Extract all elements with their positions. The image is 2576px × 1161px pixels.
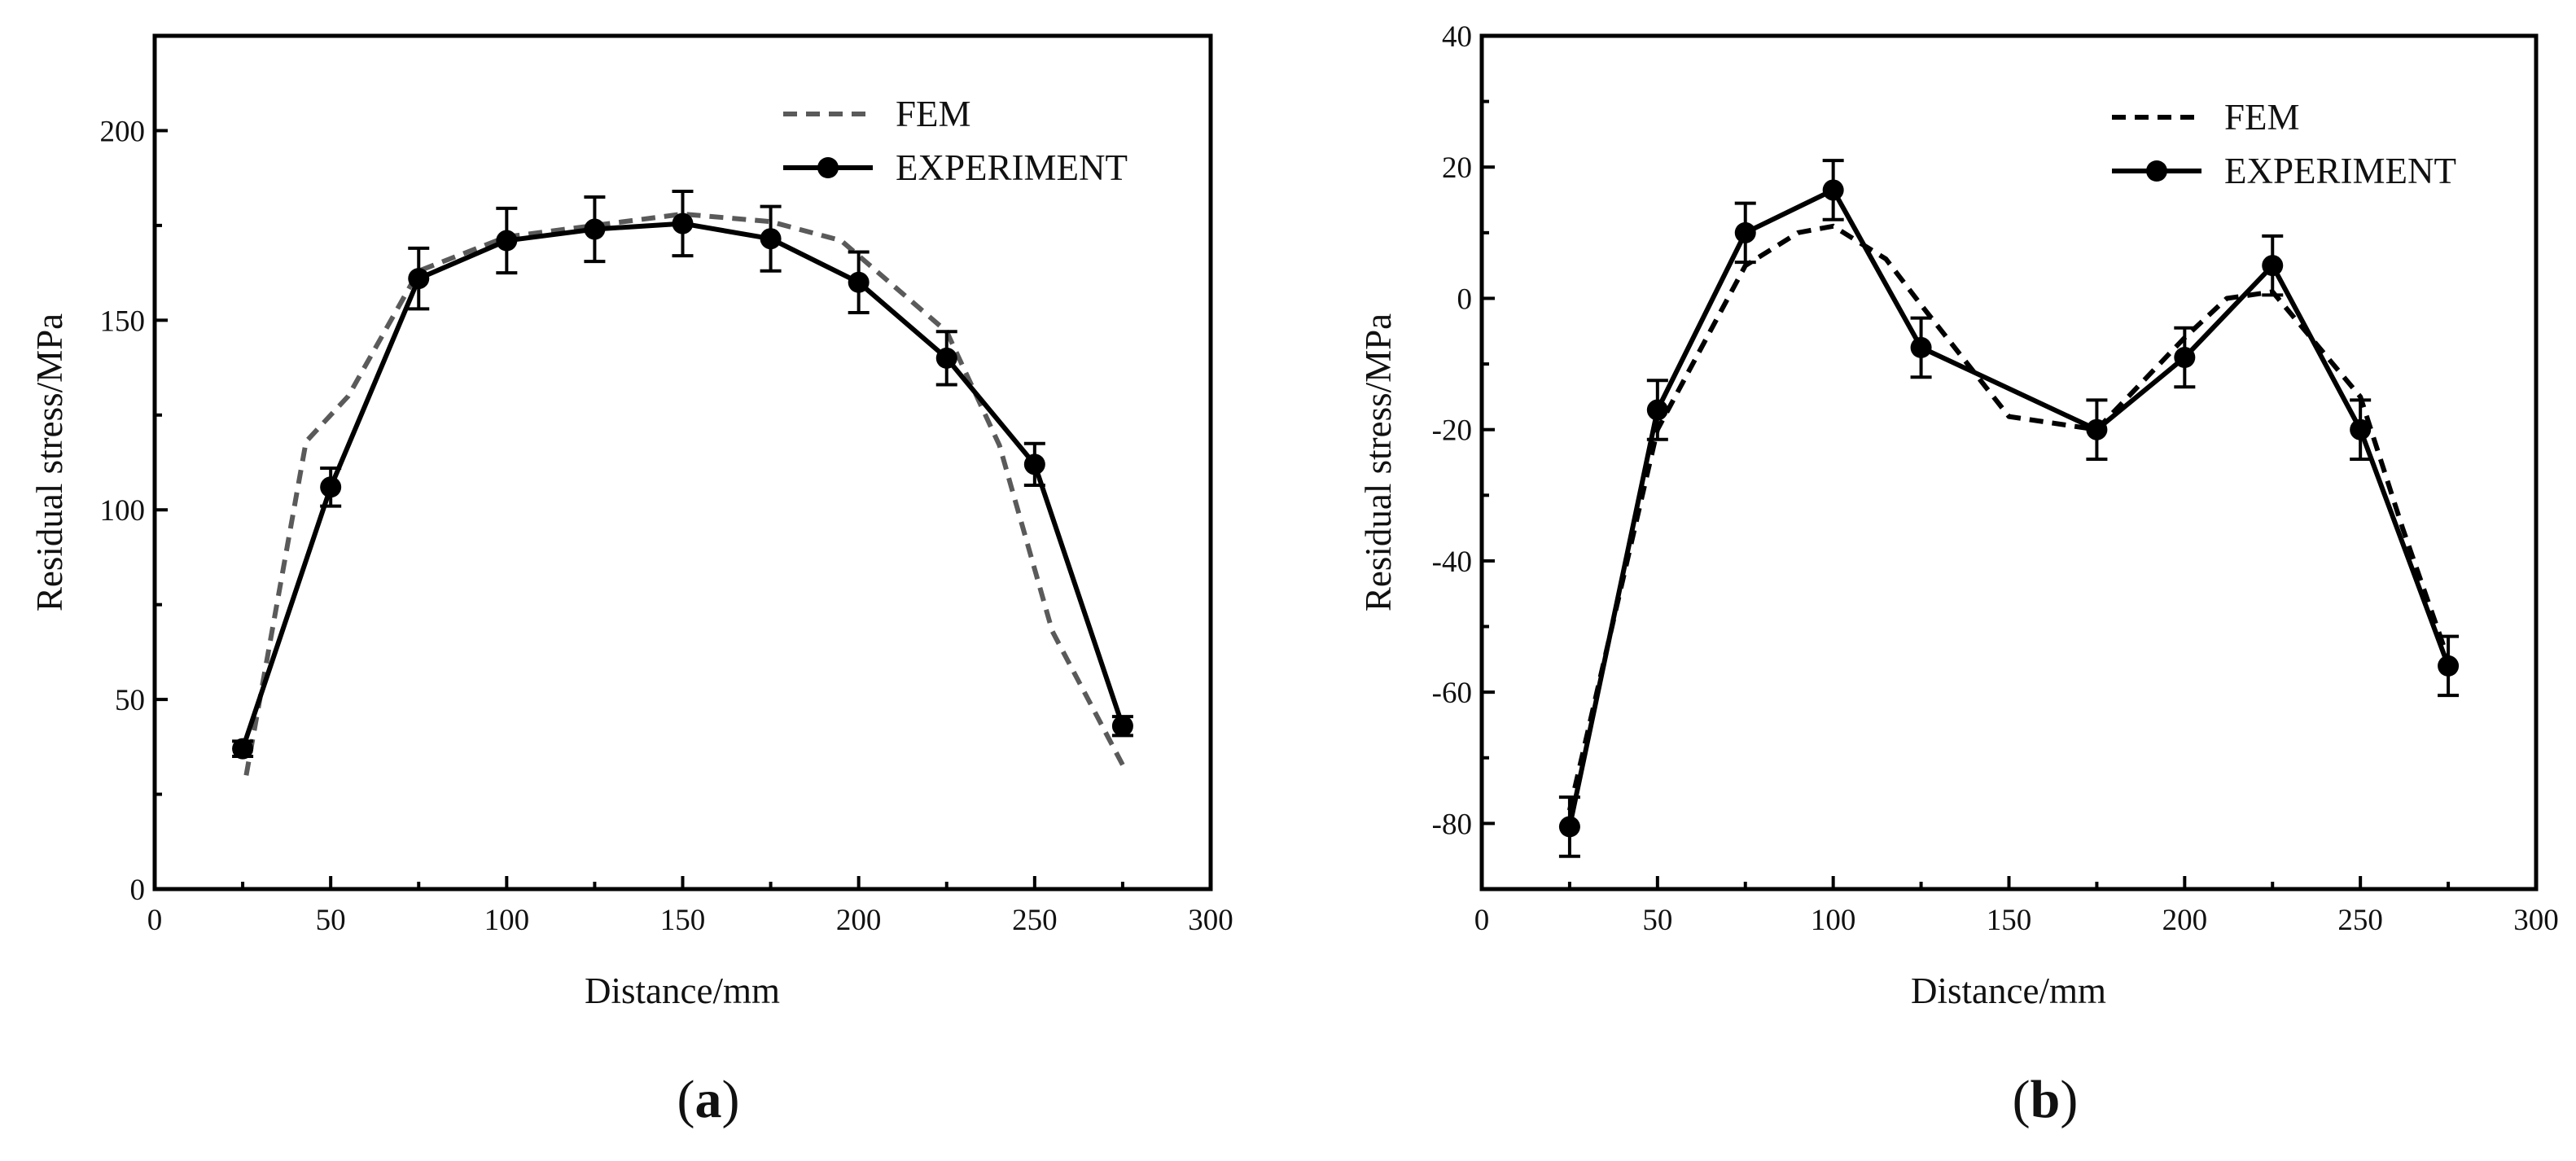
panel-b-experiment-point [1646, 399, 1668, 421]
panel-b-experiment-point [2438, 655, 2460, 677]
panel-a-y-tick-label: 100 [100, 494, 146, 528]
panel-a-y-tick-label: 200 [100, 115, 146, 148]
panel-a-experiment-point [320, 476, 342, 498]
panel-a-legend-fem-label: FEM [896, 94, 971, 134]
panel-a-experiment-point [232, 738, 254, 760]
panel-b-y-tick-label: 40 [1442, 20, 1472, 54]
panel-b-y-tick-label: 0 [1457, 283, 1473, 316]
panel-b-label: (b) [2013, 1070, 2079, 1129]
panel-b-series [1558, 159, 2460, 858]
panel-b-plot-frame [1479, 33, 2539, 892]
panel-b-fem-line [1566, 223, 2451, 811]
panel-a-experiment-point [1023, 453, 1045, 475]
panel-b-experiment-point [2174, 347, 2196, 369]
panel-a-x-tick-label: 0 [147, 904, 163, 937]
panel-b-experiment-point [1558, 816, 1580, 838]
panel-a-x-axis-title: Distance/mm [585, 970, 780, 1011]
panel-b-experiment-point [1734, 221, 1756, 243]
panel-b-letter: b [2031, 1070, 2061, 1129]
panel-a-y-tick-label: 50 [115, 684, 145, 717]
panel-b-y-tick-label: -80 [1432, 808, 1472, 841]
panel-a-legend-experiment-label: EXPERIMENT [896, 147, 1128, 188]
panel-b-x-tick-label: 150 [1987, 904, 2032, 937]
panel-a-x-tick-label: 50 [316, 904, 346, 937]
panel-b-legend: FEM EXPERIMENT [2112, 97, 2456, 191]
panel-a-x-tick-label: 150 [660, 904, 706, 937]
panel-a-x-tick-label: 300 [1188, 904, 1233, 937]
panel-b-x-axis-title: Distance/mm [1911, 970, 2106, 1011]
panel-a-fem-line [243, 211, 1128, 776]
panel-b-experiment-point [2262, 255, 2284, 277]
panel-b-legend-fem-label: FEM [2224, 97, 2300, 138]
panel-b-experiment-point [2086, 418, 2108, 440]
panel-a-series [232, 189, 1133, 776]
panel-b-x-tick-label: 50 [1642, 904, 1672, 937]
panel-b-x-tick-label: 200 [2162, 904, 2208, 937]
panel-a-x-tick-label: 100 [484, 904, 530, 937]
panel-b-y-tick-label: -60 [1432, 677, 1472, 710]
panel-a-experiment-point [408, 268, 430, 290]
panel-a-letter: a [695, 1070, 722, 1129]
panel-b-experiment-point [1822, 179, 1844, 201]
panel-a-label: (a) [677, 1070, 740, 1129]
panel-b-y-axis-title: Residual stress/MPa [1358, 313, 1399, 611]
panel-b-experiment-point [2350, 418, 2372, 440]
panel-a-experiment-point [672, 212, 694, 234]
panel-b-y-tick-label: -20 [1432, 414, 1472, 448]
panel-a-x-tick-label: 200 [836, 904, 882, 937]
panel-b-legend-experiment-marker [2146, 160, 2167, 182]
panel-a-experiment-point [935, 347, 957, 369]
panel-a-experiment-point [584, 218, 606, 240]
panel-a-experiment-point [496, 230, 518, 252]
panel-a-x-tick-label: 250 [1012, 904, 1058, 937]
panel-a-experiment-point [760, 228, 782, 250]
panel-a: 0 50 100 150 200 250 300 0 50 100 150 200 Residual … [29, 33, 1233, 1129]
panel-b-y-tick-label: 20 [1442, 151, 1472, 185]
panel-a-experiment-point [1111, 715, 1133, 737]
panel-b-y-tick-label: -40 [1432, 545, 1472, 579]
panel-b-x-tick-label: 300 [2513, 904, 2559, 937]
panel-a-y-tick-label: 0 [130, 874, 146, 907]
panel-b-experiment-line [1566, 187, 2451, 828]
panel-a-legend-experiment-marker [817, 157, 839, 178]
panel-b-x-tick-label: 0 [1474, 904, 1490, 937]
panel-b-legend-experiment-label: EXPERIMENT [2224, 151, 2456, 191]
panel-a-ticks: 0 50 100 150 200 250 300 0 50 100 150 200 [100, 115, 1233, 937]
panel-a-y-axis-title: Residual stress/MPa [29, 313, 70, 611]
panel-b-experiment-point [1910, 336, 1932, 358]
panel-a-experiment-point [848, 271, 870, 293]
panel-a-y-tick-label: 150 [100, 304, 146, 338]
panel-a-legend: FEM EXPERIMENT [783, 94, 1128, 188]
panel-a-experiment-line [240, 221, 1125, 750]
panel-b: 0 50 100 150 200 250 300 -80 -60 -40 -20 0 20 40 Resi… [1358, 20, 2559, 1129]
panel-b-x-tick-label: 250 [2337, 904, 2383, 937]
panel-b-x-tick-label: 100 [1811, 904, 1856, 937]
panel-a-plot-frame [152, 33, 1213, 892]
